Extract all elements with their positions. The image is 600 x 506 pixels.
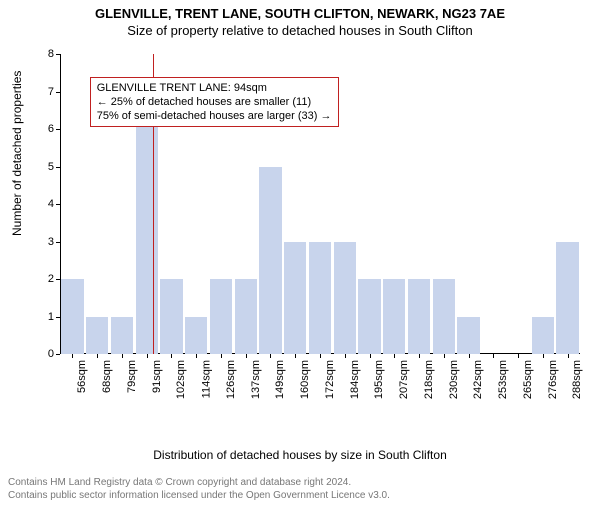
x-tick-label: 149sqm	[274, 360, 286, 399]
x-tick-mark	[320, 354, 321, 358]
x-tick-label: 160sqm	[299, 360, 311, 399]
x-tick-mark	[444, 354, 445, 358]
histogram-bar	[383, 279, 405, 354]
histogram-bar	[408, 279, 430, 354]
y-tick-label: 1	[48, 311, 54, 323]
histogram-bar	[235, 279, 257, 354]
histogram-bar	[358, 279, 380, 354]
histogram-bar	[210, 279, 232, 354]
x-tick-label: 79sqm	[126, 360, 138, 393]
page-title-line2: Size of property relative to detached ho…	[0, 23, 600, 38]
footer-attribution: Contains HM Land Registry data © Crown c…	[8, 477, 390, 502]
histogram-bar	[185, 317, 207, 355]
histogram-bar	[457, 317, 479, 355]
x-tick-label: 68sqm	[101, 360, 113, 393]
histogram-bar	[111, 317, 133, 355]
info-box-line2: ← 25% of detached houses are smaller (11…	[97, 95, 332, 109]
histogram-bar	[160, 279, 182, 354]
x-tick-mark	[469, 354, 470, 358]
y-tick-label: 3	[48, 236, 54, 248]
x-tick-label: 56sqm	[76, 360, 88, 393]
y-tick-mark	[56, 242, 60, 243]
x-tick-mark	[147, 354, 148, 358]
x-tick-mark	[221, 354, 222, 358]
info-box: GLENVILLE TRENT LANE: 94sqm← 25% of deta…	[90, 77, 339, 128]
x-tick-mark	[370, 354, 371, 358]
y-tick-mark	[56, 167, 60, 168]
x-tick-label: 195sqm	[374, 360, 386, 399]
y-tick-label: 6	[48, 123, 54, 135]
histogram-bar	[61, 279, 83, 354]
histogram-bar	[259, 167, 281, 355]
x-tick-mark	[270, 354, 271, 358]
y-tick-label: 7	[48, 86, 54, 98]
y-tick-mark	[56, 54, 60, 55]
y-tick-label: 4	[48, 198, 54, 210]
x-tick-mark	[171, 354, 172, 358]
x-tick-label: 102sqm	[175, 360, 187, 399]
x-tick-mark	[246, 354, 247, 358]
x-tick-label: 276sqm	[547, 360, 559, 399]
x-tick-label: 253sqm	[497, 360, 509, 399]
x-axis-label: Distribution of detached houses by size …	[0, 448, 600, 462]
x-tick-label: 114sqm	[200, 360, 212, 398]
y-tick-label: 8	[48, 48, 54, 60]
x-tick-mark	[295, 354, 296, 358]
y-tick-label: 5	[48, 161, 54, 173]
footer-line2: Contains public sector information licen…	[8, 490, 390, 503]
x-tick-mark	[72, 354, 73, 358]
y-tick-label: 0	[48, 348, 54, 360]
x-tick-mark	[419, 354, 420, 358]
x-tick-label: 288sqm	[572, 360, 584, 399]
plot-area: 01234567856sqm68sqm79sqm91sqm102sqm114sq…	[60, 54, 580, 354]
x-tick-mark	[493, 354, 494, 358]
footer-line1: Contains HM Land Registry data © Crown c…	[8, 477, 390, 490]
x-tick-label: 172sqm	[324, 360, 336, 399]
x-tick-mark	[345, 354, 346, 358]
x-tick-label: 218sqm	[423, 360, 435, 399]
histogram-bar	[136, 92, 158, 355]
info-box-line1: GLENVILLE TRENT LANE: 94sqm	[97, 81, 332, 95]
histogram-bar	[433, 279, 455, 354]
x-tick-label: 265sqm	[522, 360, 534, 399]
x-tick-mark	[122, 354, 123, 358]
histogram-bar	[86, 317, 108, 355]
chart-container: 01234567856sqm68sqm79sqm91sqm102sqm114sq…	[60, 54, 580, 424]
y-tick-mark	[56, 317, 60, 318]
x-tick-label: 242sqm	[473, 360, 485, 399]
y-tick-mark	[56, 204, 60, 205]
histogram-bar	[309, 242, 331, 355]
info-box-line3: 75% of semi-detached houses are larger (…	[97, 109, 332, 123]
x-tick-label: 230sqm	[448, 360, 460, 399]
x-tick-mark	[196, 354, 197, 358]
x-tick-label: 126sqm	[225, 360, 237, 399]
x-tick-mark	[518, 354, 519, 358]
y-tick-mark	[56, 92, 60, 93]
x-tick-label: 207sqm	[398, 360, 410, 399]
histogram-bar	[284, 242, 306, 355]
y-tick-mark	[56, 129, 60, 130]
y-tick-mark	[56, 354, 60, 355]
histogram-bar	[556, 242, 578, 355]
x-tick-mark	[568, 354, 569, 358]
page-title-line1: GLENVILLE, TRENT LANE, SOUTH CLIFTON, NE…	[0, 6, 600, 21]
y-tick-label: 2	[48, 273, 54, 285]
x-tick-label: 184sqm	[349, 360, 361, 399]
x-tick-mark	[543, 354, 544, 358]
x-tick-mark	[394, 354, 395, 358]
x-tick-mark	[97, 354, 98, 358]
y-axis-label: Number of detached properties	[10, 71, 24, 236]
x-tick-label: 137sqm	[250, 360, 262, 399]
y-tick-mark	[56, 279, 60, 280]
x-tick-label: 91sqm	[151, 360, 163, 393]
histogram-bar	[532, 317, 554, 355]
histogram-bar	[334, 242, 356, 355]
